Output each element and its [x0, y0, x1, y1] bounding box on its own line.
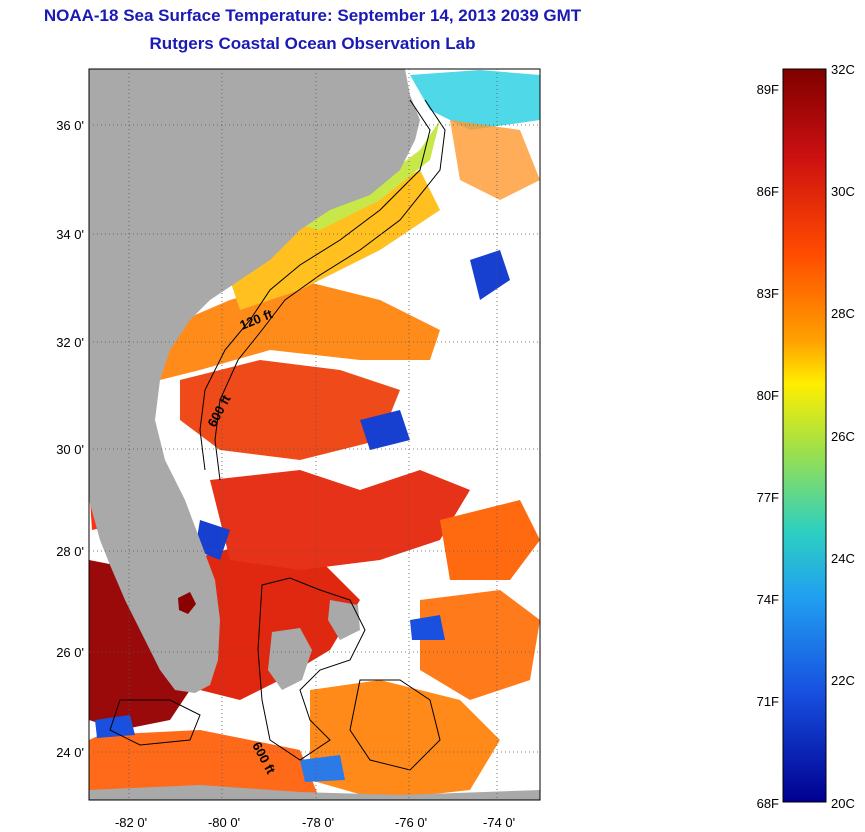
colorbar — [782, 68, 827, 803]
bahamas-andros — [268, 628, 312, 690]
longitude-labels: -82 0' -80 0' -78 0' -76 0' -74 0' — [115, 815, 515, 830]
lat-label: 36 0' — [56, 118, 84, 133]
map-subtitle: Rutgers Coastal Ocean Observation Lab — [149, 34, 476, 53]
colorbar-label-c: 24C — [831, 551, 855, 566]
cuba-coast — [89, 785, 540, 800]
map-title: NOAA-18 Sea Surface Temperature: Septemb… — [43, 6, 582, 25]
lon-label: -82 0' — [115, 815, 147, 830]
colorbar-label-c: 32C — [831, 62, 855, 77]
colorbar-label-f: 80F — [757, 388, 779, 403]
sst-field — [89, 70, 540, 800]
lat-label: 26 0' — [56, 645, 84, 660]
colorbar-label-c: 26C — [831, 429, 855, 444]
lon-label: -76 0' — [395, 815, 427, 830]
colorbar-label-f: 71F — [757, 694, 779, 709]
colorbar-fahrenheit-labels: 89F 86F 83F 80F 77F 74F 71F 68F — [757, 82, 779, 811]
latitude-labels: 36 0' 34 0' 32 0' 30 0' 28 0' 26 0' 24 0… — [56, 118, 84, 760]
colorbar-celsius-labels: 32C 30C 28C 26C 24C 22C 20C — [831, 62, 855, 811]
colorbar-label-f: 89F — [757, 82, 779, 97]
colorbar-label-f: 86F — [757, 184, 779, 199]
lake-okeechobee — [178, 592, 196, 614]
lat-label: 34 0' — [56, 227, 84, 242]
colorbar-label-c: 30C — [831, 184, 855, 199]
bathymetry-contours — [109, 99, 446, 771]
bahamas-grand — [328, 600, 360, 640]
lat-label: 24 0' — [56, 745, 84, 760]
colorbar-label-c: 22C — [831, 673, 855, 688]
lat-label: 32 0' — [56, 335, 84, 350]
lon-label: -74 0' — [483, 815, 515, 830]
lon-label: -78 0' — [302, 815, 334, 830]
colorbar-label-f: 83F — [757, 286, 779, 301]
colorbar-label-f: 74F — [757, 592, 779, 607]
land-mass — [89, 69, 420, 693]
lat-label: 30 0' — [56, 442, 84, 457]
map-frame — [88, 68, 541, 801]
colorbar-label-c: 28C — [831, 306, 855, 321]
lon-label: -80 0' — [208, 815, 240, 830]
colorbar-label-f: 77F — [757, 490, 779, 505]
colorbar-label-c: 20C — [831, 796, 855, 811]
colorbar-label-f: 68F — [757, 796, 779, 811]
lat-label: 28 0' — [56, 544, 84, 559]
